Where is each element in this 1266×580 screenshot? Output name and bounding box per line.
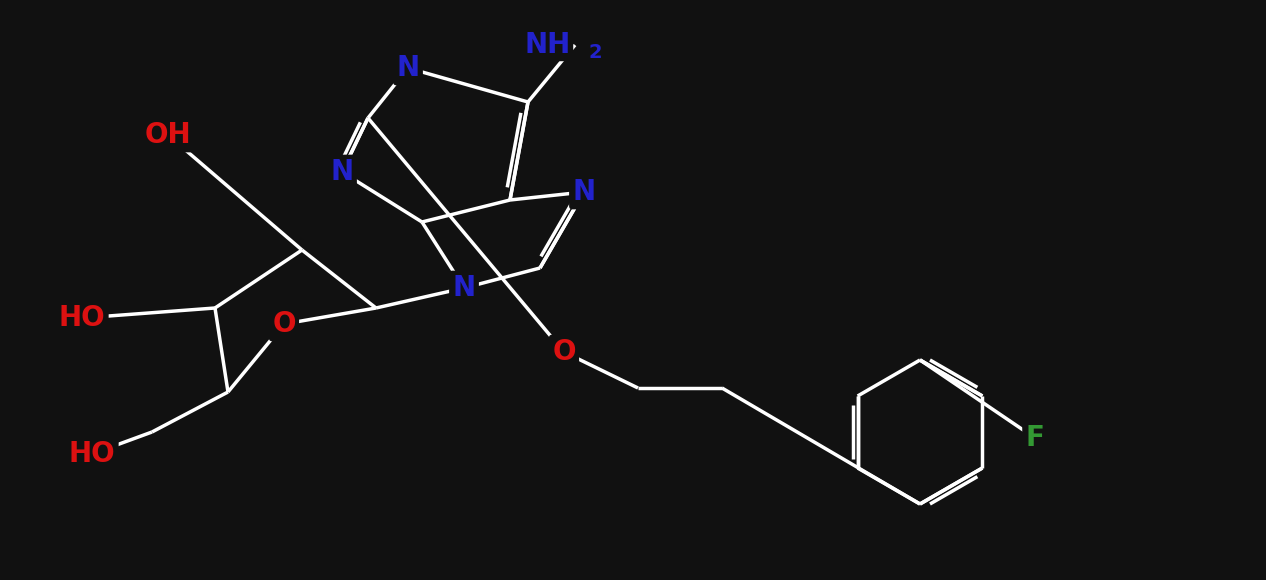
Text: O: O [272, 310, 296, 338]
Text: NH: NH [524, 31, 571, 59]
Text: N: N [330, 158, 353, 186]
Text: HO: HO [68, 440, 115, 468]
Text: F: F [1025, 424, 1044, 452]
Text: 2: 2 [589, 42, 603, 61]
Text: N: N [452, 274, 476, 302]
Text: OH: OH [144, 121, 191, 149]
Text: N: N [396, 54, 419, 82]
Text: HO: HO [58, 304, 105, 332]
Text: N: N [572, 178, 595, 206]
Text: O: O [552, 338, 576, 366]
